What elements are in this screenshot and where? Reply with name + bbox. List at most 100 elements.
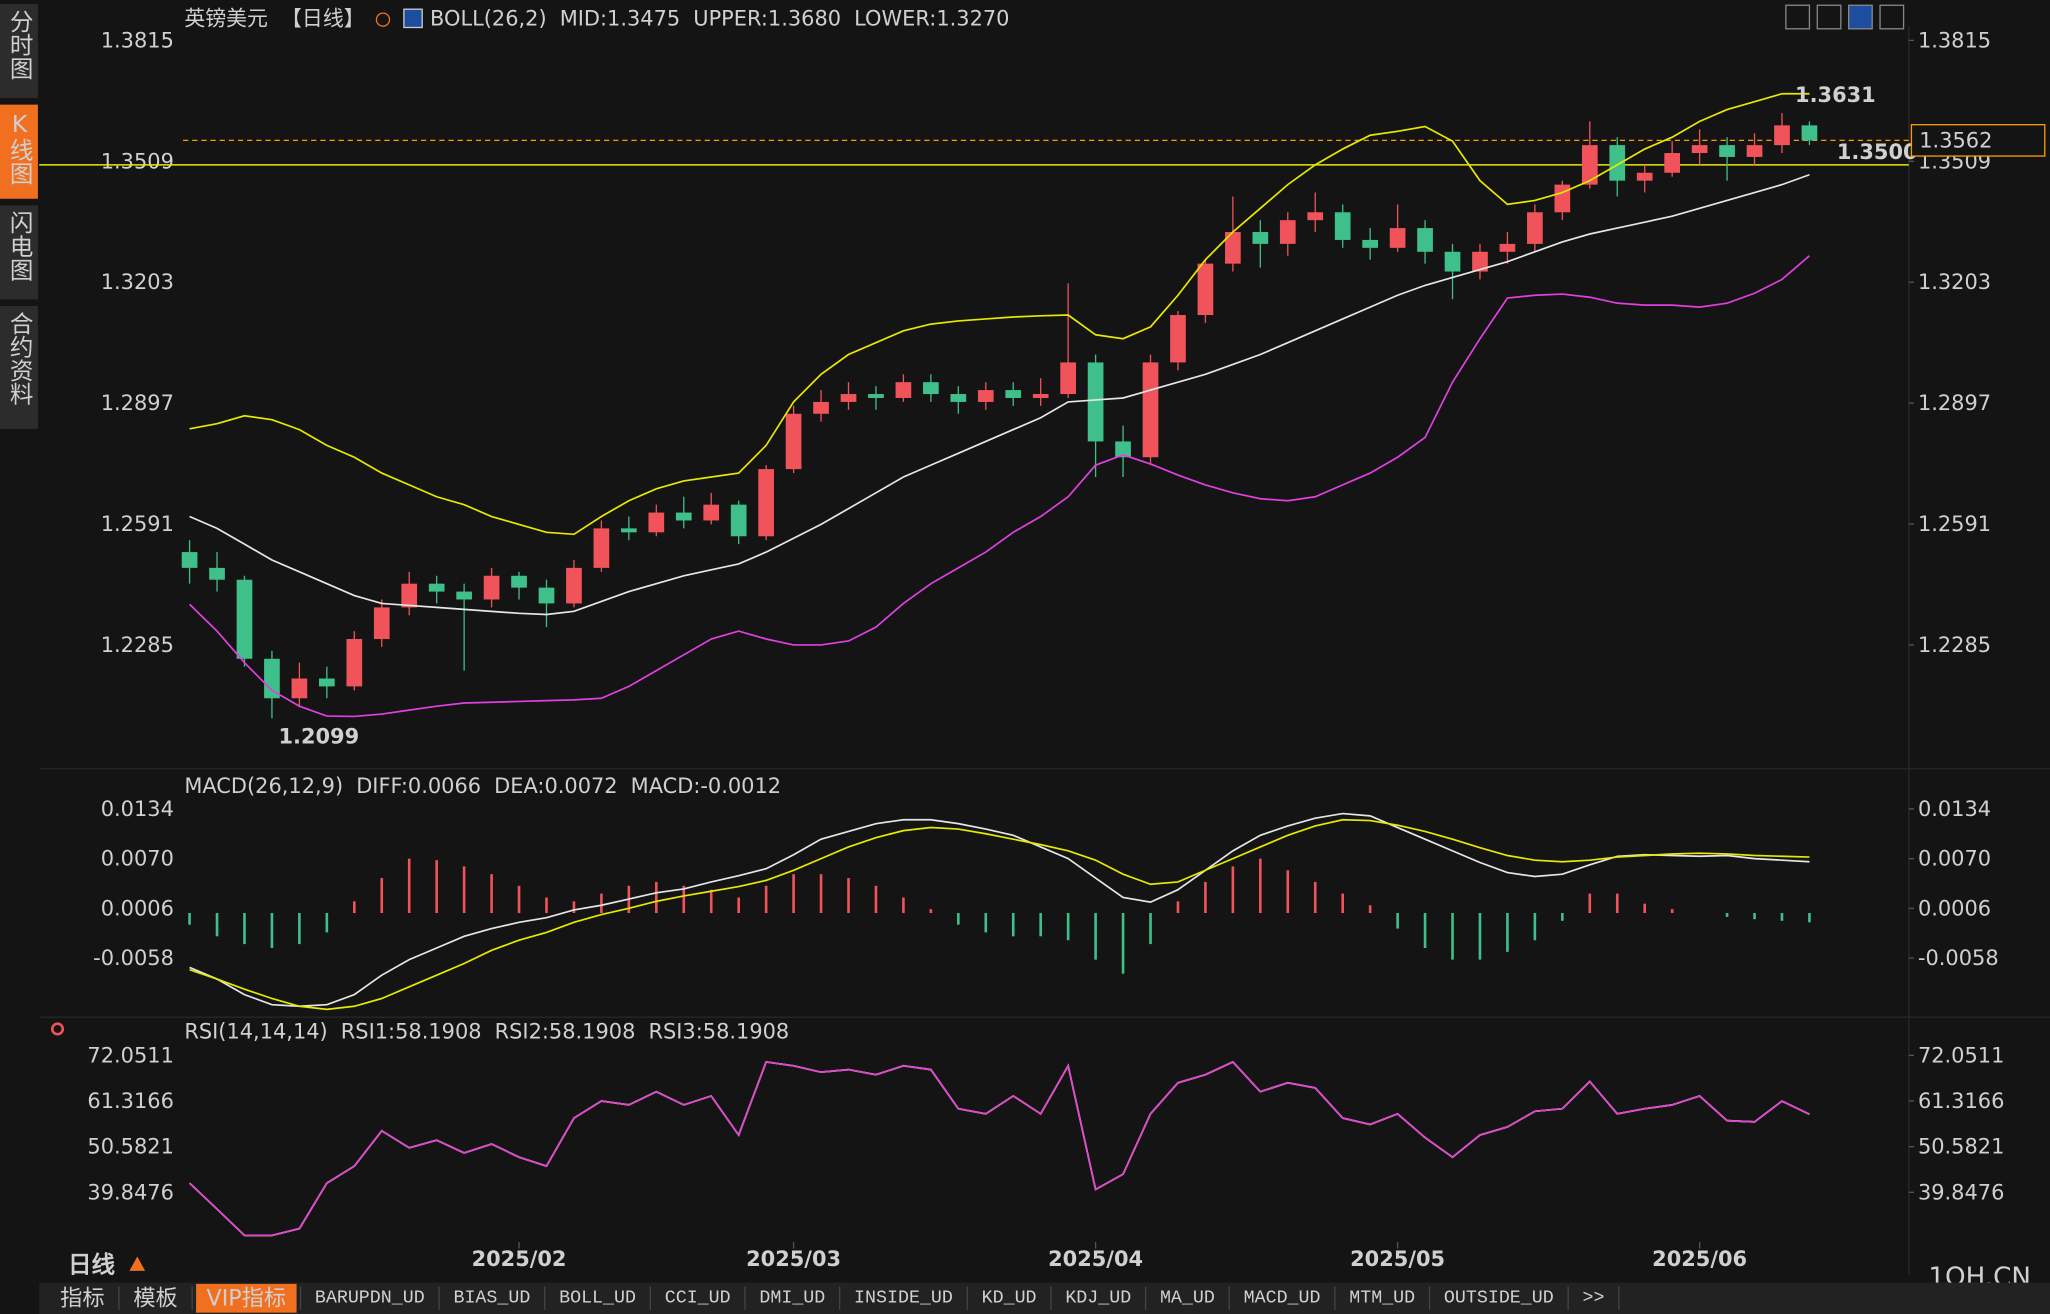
icon-button[interactable] xyxy=(1785,4,1811,30)
y-tick-label: 39.8476 xyxy=(1918,1180,2004,1204)
y-tick-label: 1.2285 xyxy=(1918,633,1991,657)
indicator-tab[interactable] xyxy=(971,1283,1048,1313)
candle-body xyxy=(895,382,912,398)
add-icon[interactable] xyxy=(375,12,391,27)
settings-icon[interactable] xyxy=(50,1022,65,1036)
indicator-icon xyxy=(403,8,423,29)
candle-body xyxy=(1417,228,1433,252)
candle-body xyxy=(950,394,967,402)
candle-body xyxy=(483,575,500,600)
icon-button[interactable] xyxy=(1848,4,1873,30)
indicator-tab[interactable] xyxy=(843,1283,964,1313)
candle-body xyxy=(1499,243,1516,252)
legend-label: BOLL(26,2) xyxy=(430,6,547,30)
indicator-tab-label[interactable]: BOLL_UD xyxy=(559,1288,636,1308)
legend-label: DEA:0.0072 xyxy=(494,774,617,798)
sidebar-tab[interactable] xyxy=(0,104,38,199)
indicator-tab[interactable] xyxy=(654,1283,742,1313)
macd-bar xyxy=(1176,901,1180,914)
y-tick-label: 1.3203 xyxy=(1918,270,1991,294)
candle-body xyxy=(1527,212,1543,244)
legend-label: MID:1.3475 xyxy=(560,6,680,30)
candle-body xyxy=(1005,390,1022,398)
indicator-tab-label[interactable]: >> xyxy=(1583,1288,1605,1308)
indicator-tab[interactable] xyxy=(196,1283,297,1313)
legend-label: MACD:-0.0012 xyxy=(631,774,781,798)
macd-bar xyxy=(1533,913,1537,941)
candle-body xyxy=(703,504,720,521)
candle-body xyxy=(291,678,308,699)
indicator-tab-label[interactable]: INSIDE_UD xyxy=(854,1288,953,1308)
legend-label: DIFF:0.0066 xyxy=(356,774,481,798)
candle-body xyxy=(1279,220,1296,244)
icon-button[interactable] xyxy=(1816,4,1842,30)
indicator-tab[interactable] xyxy=(1338,1283,1426,1313)
sidebar-label[interactable]: 分时图 xyxy=(6,9,34,80)
indicator-tab[interactable] xyxy=(1054,1283,1142,1313)
toolbar-icons[interactable] xyxy=(1785,4,1905,30)
indicator-tab-label[interactable]: BARUPDN_UD xyxy=(315,1288,425,1308)
sidebar-label[interactable]: K线图 xyxy=(6,110,34,185)
indicator-tab[interactable] xyxy=(548,1283,647,1313)
y-tick-label: 1.3203 xyxy=(101,270,174,294)
sidebar-tab[interactable] xyxy=(0,3,38,99)
candle-body xyxy=(758,469,774,537)
indicator-tab[interactable] xyxy=(49,1283,116,1313)
indicator-tab-label[interactable]: VIP指标 xyxy=(207,1285,287,1311)
y-tick-label: 0.0134 xyxy=(1918,797,1991,821)
indicator-tab-label[interactable]: KD_UD xyxy=(982,1288,1037,1308)
macd-bar xyxy=(1478,913,1482,960)
macd-bar xyxy=(1643,903,1647,914)
period-arrow[interactable] xyxy=(129,1256,146,1271)
indicator-tab[interactable] xyxy=(748,1283,836,1313)
candle-body xyxy=(813,401,829,414)
macd-bar xyxy=(435,860,438,914)
x-tick-label: 2025/03 xyxy=(746,1247,841,1271)
indicator-tab-label[interactable]: MACD_UD xyxy=(1244,1288,1321,1308)
sidebar-tab[interactable] xyxy=(0,205,38,300)
sidebar-label[interactable]: 合约资料 xyxy=(6,311,34,406)
indicator-tab[interactable] xyxy=(1572,1283,1615,1313)
candle-body xyxy=(977,390,994,402)
candle-body xyxy=(1719,145,1735,157)
indicator-tab[interactable] xyxy=(1433,1283,1565,1313)
support-label: 1.3500 xyxy=(1837,140,1918,164)
legend-label: LOWER:1.3270 xyxy=(854,6,1009,30)
indicator-tab-label[interactable]: CCI_UD xyxy=(665,1288,731,1308)
candle-body xyxy=(1774,125,1790,146)
sidebar-label[interactable]: 闪电图 xyxy=(6,210,34,281)
macd-bar xyxy=(1615,893,1619,914)
macd-bar xyxy=(1286,870,1290,914)
candle-body xyxy=(593,528,610,568)
icon-button[interactable] xyxy=(1879,4,1905,30)
indicator-tab-label[interactable]: 指标 xyxy=(60,1285,104,1311)
indicator-tab-label[interactable]: 模板 xyxy=(133,1285,177,1311)
macd-bar xyxy=(1368,905,1372,914)
macd-bar xyxy=(709,889,713,914)
indicator-tab-label[interactable]: BIAS_UD xyxy=(453,1288,530,1308)
indicator-tab[interactable] xyxy=(1233,1283,1331,1313)
y-tick-label: 1.2591 xyxy=(101,512,174,536)
indicator-tab-label[interactable]: MA_UD xyxy=(1160,1288,1215,1308)
indicator-tab-label[interactable]: MTM_UD xyxy=(1349,1288,1415,1308)
candle-body xyxy=(1060,362,1076,395)
macd-bar xyxy=(1149,913,1152,945)
candle-body xyxy=(1362,239,1378,248)
indicator-tab[interactable] xyxy=(304,1283,436,1313)
macd-bar xyxy=(957,913,960,925)
sidebar-tab[interactable] xyxy=(0,305,38,429)
macd-bar xyxy=(1259,858,1262,914)
macd-bar xyxy=(352,901,356,914)
indicator-tab-label[interactable]: OUTSIDE_UD xyxy=(1444,1288,1554,1308)
indicator-tab[interactable] xyxy=(1149,1283,1226,1313)
indicator-tab[interactable] xyxy=(443,1283,541,1313)
indicator-tab-label[interactable]: KDJ_UD xyxy=(1065,1288,1131,1308)
indicator-tab[interactable] xyxy=(122,1283,189,1313)
macd-bar xyxy=(737,897,740,914)
candle-body xyxy=(346,638,363,687)
macd-bar xyxy=(764,885,768,914)
indicator-tab-label[interactable]: DMI_UD xyxy=(759,1288,825,1308)
candle-body xyxy=(1142,362,1159,458)
